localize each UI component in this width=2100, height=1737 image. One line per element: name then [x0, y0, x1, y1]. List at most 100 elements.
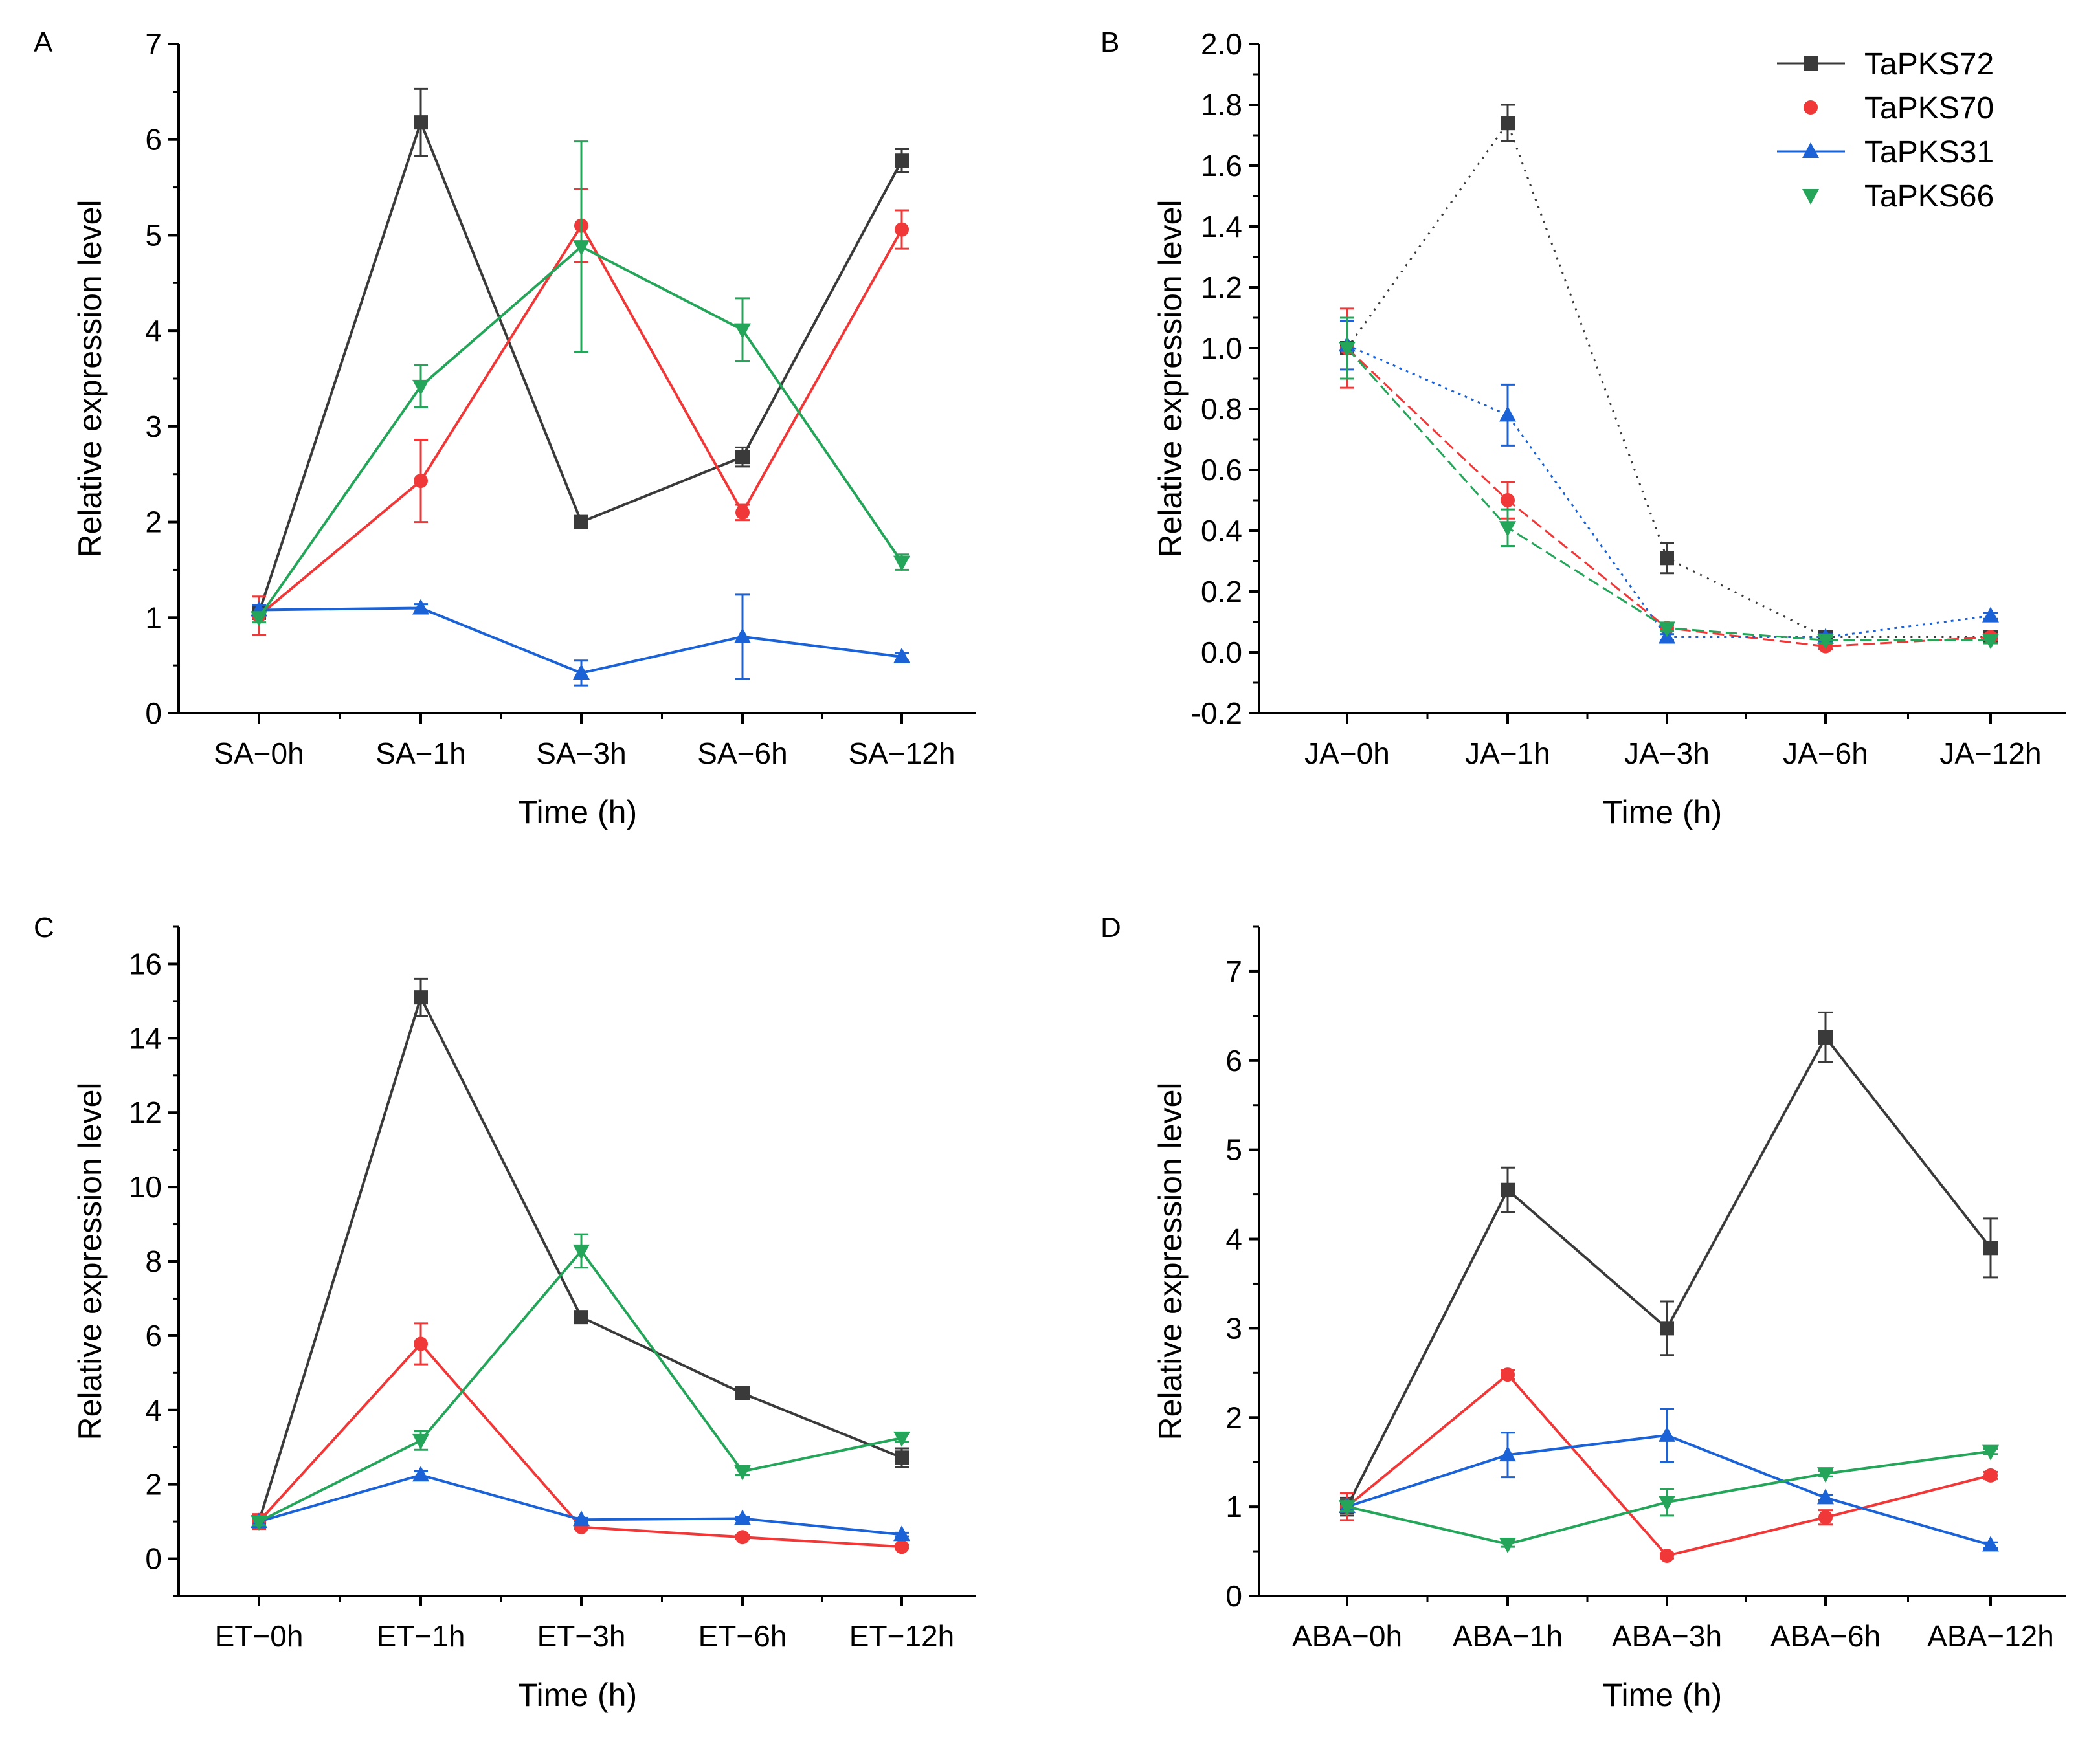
x-tick-label: SA−6h	[697, 736, 787, 770]
y-tick-label: 0	[145, 696, 162, 730]
marker-tapks66-ABA−1h	[1499, 1538, 1516, 1554]
marker-tapks66-SA−12h	[893, 555, 910, 571]
legend-item-tapks66: TaPKS66	[1802, 179, 1994, 214]
chart-panel-d: D 0 1 2 3 4 5 6 7 ABA−0h ABA−1h ABA−3h ABA−6h ABA−12h…	[1100, 912, 2066, 1713]
marker-tapks72-ABA−1h	[1501, 1182, 1515, 1197]
y-tick-label: 3	[145, 410, 162, 443]
series-line-tapks70	[1346, 347, 1991, 648]
series-line-tapks66	[1346, 348, 1991, 641]
marker-tapks31-SA−6h	[734, 627, 751, 643]
panel-label: A	[34, 27, 53, 58]
y-tick-label: 1	[145, 601, 162, 634]
marker-tapks72-JA−3h	[1660, 551, 1674, 566]
marker-tapks66-ABA−3h	[1659, 1496, 1675, 1512]
y-tick-label: 5	[145, 218, 162, 252]
y-tick-label: 2	[145, 1468, 162, 1501]
y-tick-label: 10	[129, 1170, 162, 1204]
y-tick-label: 1.6	[1201, 149, 1242, 183]
marker-tapks70-SA−1h	[414, 474, 428, 489]
marker-tapks66-ABA−12h	[1982, 1444, 1999, 1461]
y-axis-title: Relative expression level	[1152, 199, 1189, 557]
marker-tapks66-ET−1h	[412, 1433, 429, 1450]
marker-tapks66-legend	[1802, 189, 1819, 205]
legend-label: TaPKS31	[1864, 135, 1994, 170]
x-axis-title: Time (h)	[518, 794, 637, 830]
y-tick-label: 12	[129, 1096, 162, 1129]
marker-tapks66-ET−6h	[734, 1465, 751, 1481]
panel-label: B	[1100, 27, 1119, 58]
y-tick-label: 0.0	[1201, 636, 1242, 669]
x-tick-label: ET−3h	[537, 1619, 626, 1653]
y-tick-label: 3	[1225, 1311, 1242, 1345]
series-tapks66	[1339, 1444, 1999, 1554]
marker-tapks70-ABA−12h	[1983, 1468, 1998, 1483]
marker-tapks70-ABA−1h	[1501, 1367, 1515, 1382]
y-tick-label: 0	[1225, 1579, 1242, 1613]
series-tapks72	[1340, 1011, 1998, 1517]
marker-tapks70-legend	[1804, 100, 1818, 115]
y-tick-label: 1	[1225, 1490, 1242, 1523]
marker-tapks70-JA−1h	[1501, 493, 1515, 507]
legend-label: TaPKS70	[1864, 91, 1994, 126]
marker-tapks31-SA−3h	[573, 663, 590, 680]
x-tick-label: ABA−6h	[1770, 1619, 1881, 1653]
marker-tapks70-ET−1h	[414, 1336, 428, 1351]
series-tapks31	[1339, 1407, 1999, 1552]
x-tick-label: JA−1h	[1465, 736, 1550, 770]
marker-tapks72-ABA−3h	[1660, 1321, 1674, 1336]
x-tick-label: JA−3h	[1624, 736, 1710, 770]
y-tick-label: 0	[145, 1542, 162, 1576]
x-tick-label: ET−1h	[377, 1619, 465, 1653]
x-tick-label: ABA−0h	[1292, 1619, 1402, 1653]
marker-tapks31-ABA−6h	[1817, 1488, 1834, 1505]
marker-tapks31-ABA−12h	[1982, 1536, 1999, 1552]
marker-tapks70-SA−12h	[895, 222, 909, 237]
y-tick-label: 7	[1225, 955, 1242, 988]
series-tapks66	[1339, 316, 1999, 650]
x-axis-title: Time (h)	[518, 1677, 637, 1713]
legend: TaPKS72 TaPKS70 TaPKS31 TaPKS66	[1777, 47, 1994, 214]
series-tapks66	[251, 140, 910, 627]
y-tick-label: 2.0	[1201, 27, 1242, 61]
y-tick-label: 7	[145, 27, 162, 61]
marker-tapks31-legend	[1802, 142, 1819, 158]
x-tick-label: ABA−3h	[1612, 1619, 1722, 1653]
x-tick-label: JA−12h	[1939, 736, 2041, 770]
marker-tapks31-ET−1h	[412, 1466, 429, 1482]
y-tick-label: -0.2	[1191, 696, 1242, 730]
marker-tapks72-ABA−6h	[1818, 1030, 1833, 1045]
marker-tapks66-SA−0h	[251, 611, 267, 627]
marker-tapks66-JA−3h	[1659, 621, 1675, 637]
marker-tapks72-SA−3h	[574, 514, 588, 529]
x-tick-label: ET−12h	[849, 1619, 954, 1653]
series-tapks31	[251, 593, 910, 687]
series-tapks70	[252, 1322, 909, 1554]
x-tick-label: ABA−12h	[1927, 1619, 2054, 1653]
y-tick-label: 2	[145, 505, 162, 539]
x-tick-label: JA−0h	[1304, 736, 1390, 770]
y-tick-label: 1.0	[1201, 331, 1242, 365]
marker-tapks70-SA−6h	[735, 505, 750, 520]
legend-item-tapks72: TaPKS72	[1777, 47, 1994, 82]
marker-tapks66-SA−6h	[734, 323, 751, 339]
chart-panel-a: A 0 1 2 3 4 5 6 7 SA−0h SA−1h SA−3h SA−6h SA−12h Time …	[34, 27, 976, 830]
marker-tapks66-JA−6h	[1817, 634, 1834, 650]
marker-tapks70-ABA−3h	[1660, 1548, 1674, 1563]
marker-tapks72-SA−12h	[895, 153, 909, 168]
y-tick-label: 16	[129, 947, 162, 980]
marker-tapks66-ET−12h	[893, 1431, 910, 1447]
marker-tapks72-SA−6h	[735, 450, 750, 465]
x-axis-title: Time (h)	[1603, 1677, 1722, 1713]
marker-tapks66-JA−0h	[1339, 342, 1356, 357]
marker-tapks72-JA−1h	[1501, 116, 1515, 131]
marker-tapks31-JA−12h	[1982, 606, 1999, 623]
series-tapks31	[251, 1466, 910, 1542]
x-tick-label: ET−0h	[215, 1619, 304, 1653]
x-tick-label: ET−6h	[698, 1619, 787, 1653]
marker-tapks31-ABA−3h	[1659, 1426, 1675, 1442]
y-axis-title: Relative expression level	[72, 199, 108, 557]
y-tick-label: 14	[129, 1021, 162, 1055]
marker-tapks70-ET−12h	[895, 1540, 909, 1554]
y-tick-label: 2	[1225, 1400, 1242, 1434]
